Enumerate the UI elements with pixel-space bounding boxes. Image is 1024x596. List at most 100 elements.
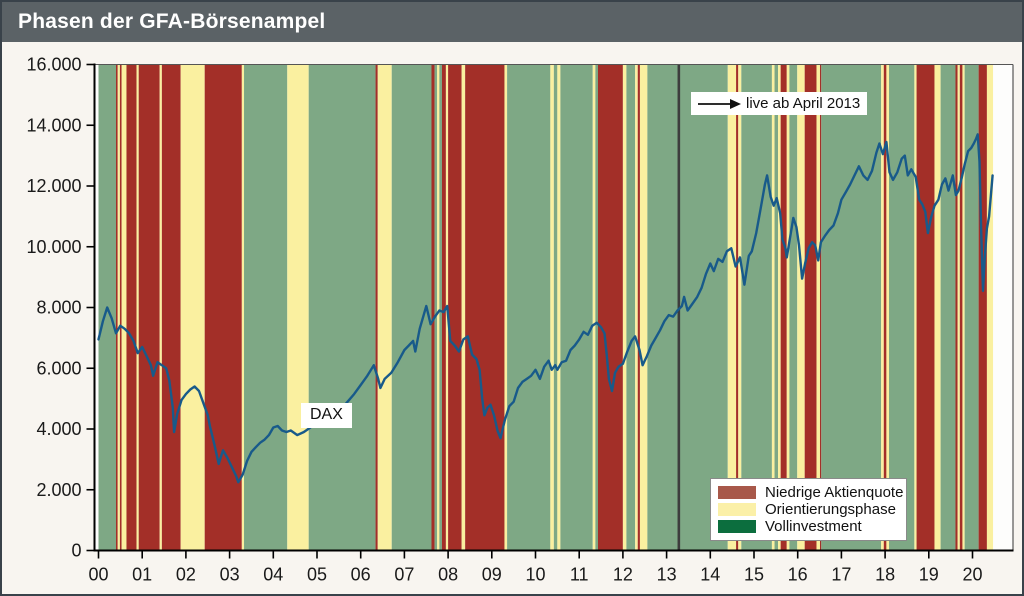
annotation-text: live ab April 2013 (746, 95, 861, 112)
y-tick-label: 16.000 (26, 55, 81, 75)
phase-band-Y (121, 65, 127, 550)
phase-band-Y (437, 65, 440, 550)
phase-band-Y (159, 65, 162, 550)
phase-band-R (138, 65, 160, 550)
phase-band-Y (557, 65, 561, 550)
x-tick-label: 13 (657, 565, 677, 585)
phase-band-G (244, 65, 288, 550)
phase-band-R (597, 65, 623, 550)
y-tick-label: 4.000 (36, 419, 81, 439)
legend-label: Niedrige Aktienquote (765, 484, 904, 501)
series-label: DAX (310, 406, 343, 423)
arrow-right-icon (698, 98, 741, 109)
phase-band-Y (180, 65, 205, 550)
title-bar: Phasen der GFA-Börsenampel (2, 2, 1022, 42)
legend-label: Vollinvestment (765, 518, 862, 535)
legend-swatch-vollinvestment (718, 520, 756, 533)
phase-band-Y (962, 65, 965, 550)
phase-band-Y (622, 65, 627, 550)
x-tick-label: 18 (875, 565, 895, 585)
phase-band-Y (881, 65, 884, 550)
y-axis-labels: 0 2.000 4.000 6.000 8.000 10.000 12.000 14.000 1… (26, 55, 81, 561)
x-tick-label: 11 (570, 565, 589, 585)
phase-band-G (889, 65, 915, 550)
y-tick-label: 8.000 (36, 298, 81, 318)
phase-band-G (439, 65, 442, 550)
phase-band-G (789, 65, 798, 550)
phase-band-G (741, 65, 772, 550)
phase-band-G (774, 65, 779, 550)
legend-swatch-niedrige-aktienquote (718, 486, 756, 499)
page-title: Phasen der GFA-Börsenampel (18, 10, 326, 33)
phase-band-Y (550, 65, 554, 550)
x-axis-labels: 00 01 02 03 04 05 06 07 08 09 10 11 12 13 14 15 16 17 18 19… (88, 565, 982, 585)
y-tick-label: 6.000 (36, 358, 81, 378)
x-tick-label: 15 (744, 565, 764, 585)
phase-band-R (119, 65, 122, 550)
phase-band-Y (504, 65, 508, 550)
x-tick-label: 01 (132, 565, 152, 585)
phase-band-G (434, 65, 438, 550)
phase-band-Y (738, 65, 742, 550)
phase-band-Y (592, 65, 596, 550)
phase-band-G (964, 65, 979, 550)
y-tick-label: 10.000 (26, 237, 81, 257)
phase-band-Y (934, 65, 941, 550)
phase-band-Y (287, 65, 309, 550)
x-tick-label: 05 (307, 565, 327, 585)
phase-band-R (637, 65, 640, 550)
phase-band-Y (786, 65, 790, 550)
phase-band-Y (986, 65, 994, 550)
x-tick-label: 00 (88, 565, 108, 585)
dax-line (97, 133, 994, 484)
phase-band-Y (639, 65, 648, 550)
chart-area: 00 01 02 03 04 05 06 07 08 09 10 11 12 13 14 15 16 17 18 19… (2, 42, 1022, 594)
phase-band-R (465, 65, 505, 550)
phase-band-Y (957, 65, 960, 550)
plot-svg: 00 01 02 03 04 05 06 07 08 09 10 11 12 13 14 15 16 17 18 19… (26, 55, 1014, 585)
x-tick-label: 16 (788, 565, 808, 585)
phase-band-R (204, 65, 242, 550)
phase-band-G (626, 65, 636, 550)
phase-band-Y (727, 65, 737, 550)
x-tick-label: 04 (263, 565, 283, 585)
phase-band-R (441, 65, 446, 550)
x-axis-ticks (97, 551, 974, 559)
x-tick-label: 06 (351, 565, 371, 585)
phase-band-R (780, 65, 787, 550)
x-tick-label: 10 (525, 565, 545, 585)
series-label-box: DAX (301, 403, 352, 428)
phase-band-R (126, 65, 137, 550)
legend-swatch-orientierungsphase (718, 503, 756, 516)
phase-band-Y (377, 65, 392, 550)
phase-band-Y (914, 65, 917, 550)
phase-band-R (955, 65, 958, 550)
phase-band-R (736, 65, 739, 550)
phase-band-R (115, 65, 118, 550)
y-tick-label: 14.000 (26, 115, 81, 135)
phase-band-G (560, 65, 593, 550)
phase-band-R (959, 65, 963, 550)
x-tick-label: 20 (962, 565, 982, 585)
phase-band-Y (117, 65, 120, 550)
x-tick-label: 08 (438, 565, 458, 585)
phase-band-G (940, 65, 956, 550)
phase-band-Y (816, 65, 820, 550)
phase-band-G (595, 65, 598, 550)
legend-item: Niedrige Aktienquote (718, 484, 903, 501)
phase-band-Y (771, 65, 775, 550)
phase-band-R (448, 65, 462, 550)
x-tick-label: 19 (919, 565, 939, 585)
x-tick-label: 09 (482, 565, 502, 585)
legend-label: Orientierungsphase (765, 501, 896, 518)
phase-band-R (883, 65, 887, 550)
x-tick-label: 07 (394, 565, 414, 585)
phase-band-R (978, 65, 987, 550)
phase-band-Y (778, 65, 781, 550)
x-tick-label: 17 (831, 565, 851, 585)
x-tick-label: 02 (176, 565, 196, 585)
y-tick-label: 2.000 (36, 480, 81, 500)
phase-band-R (431, 65, 435, 550)
x-tick-label: 12 (613, 565, 633, 585)
